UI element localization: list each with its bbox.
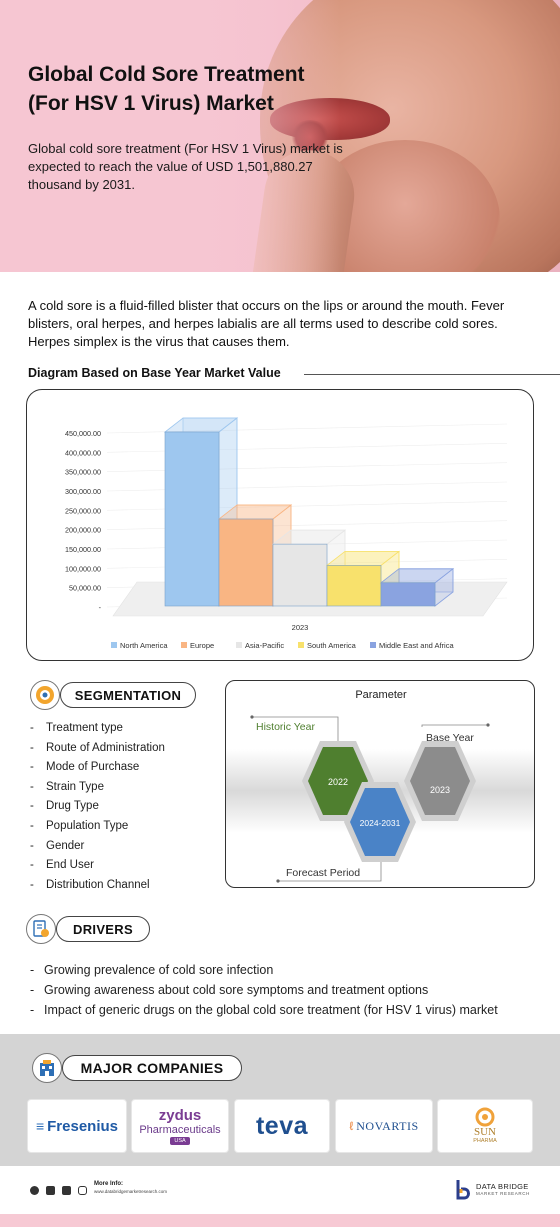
segmentation-item: - Strain Type <box>30 780 104 793</box>
fresenius-mark-icon: ≡ <box>35 1118 45 1134</box>
segmentation-item: - Population Type <box>30 819 129 832</box>
twitter-icon[interactable] <box>62 1186 71 1195</box>
hero-subtitle: Global cold sore treatment (For HSV 1 Vi… <box>28 141 343 192</box>
segmentation-item: - Distribution Channel <box>30 878 150 891</box>
gridline <box>106 423 508 434</box>
fresenius-logo: ≡ Fresenius <box>27 1099 127 1153</box>
website-link[interactable]: www.databridgemarketresearch.com <box>94 1189 168 1194</box>
y-tick-label: 300,000.00 <box>65 487 101 496</box>
brand-tagline: MARKET RESEARCH <box>476 1191 530 1196</box>
historic-value: 2022 <box>328 777 348 787</box>
instagram-icon[interactable] <box>78 1186 87 1195</box>
segmentation-label: SEGMENTATION <box>60 682 196 708</box>
segmentation-item: - Gender <box>30 839 85 852</box>
parameter-panel: Parameter Historic Year 2022 Base Year 2… <box>225 680 535 888</box>
whatsapp-icon[interactable] <box>30 1186 39 1195</box>
legend-label: Europe <box>190 641 214 650</box>
segmentation-item: - Mode of Purchase <box>30 761 140 774</box>
y-tick-label: 400,000.00 <box>65 448 101 457</box>
y-tick-label: 200,000.00 <box>65 526 101 535</box>
novartis-logo: ℓ NOVARTIS <box>335 1099 433 1153</box>
driver-item: - Growing awareness about cold sore sympt… <box>30 983 429 997</box>
segmentation-list: - Treatment type - Route of Administration -… <box>30 719 165 895</box>
data-bridge-logo-icon <box>455 1178 473 1200</box>
intro-paragraph: A cold sore is a fluid-filled blister th… <box>28 298 505 349</box>
novartis-flame-icon: ℓ <box>349 1119 354 1133</box>
drivers-icon <box>26 914 56 944</box>
legend-label: Asia-Pacific <box>245 641 284 650</box>
y-tick-label: 250,000.00 <box>65 506 101 515</box>
legend-swatch <box>181 642 187 648</box>
sun-icon <box>475 1107 495 1127</box>
y-tick-label: 100,000.00 <box>65 564 101 573</box>
driver-item: - Impact of generic drugs on the global c… <box>30 1003 498 1017</box>
legend-swatch <box>370 642 376 648</box>
bar-europe <box>218 518 274 607</box>
footer-accent-bar <box>0 1214 560 1227</box>
y-tick-label: - <box>99 603 102 612</box>
base-label: Base Year <box>426 732 474 744</box>
market-value-chart: 450,000.00 400,000.00 350,000.00 300,000.00… <box>26 389 534 661</box>
y-tick-label: 150,000.00 <box>65 545 101 554</box>
historic-label: Historic Year <box>256 721 315 733</box>
bar-middle-east-and-africa <box>380 582 436 607</box>
bar-south-america <box>326 565 382 607</box>
legend-swatch <box>236 642 242 648</box>
drivers-list: - Growing prevalence of cold sore infecti… <box>30 960 498 1020</box>
drivers-label: DRIVERS <box>56 916 150 942</box>
companies-label: MAJOR COMPANIES <box>62 1055 242 1081</box>
segmentation-item: - Route of Administration <box>30 741 165 754</box>
companies-icon <box>32 1053 62 1083</box>
segmentation-item: - Treatment type <box>30 722 123 734</box>
zydus-logo: zydus Pharmaceuticals USA <box>131 1099 229 1153</box>
y-tick-label: 450,000.00 <box>65 429 101 438</box>
base-value: 2023 <box>430 785 450 795</box>
brand-name: DATA BRIDGE <box>476 1182 529 1191</box>
sun-pharma-logo: SUN PHARMA <box>437 1099 533 1153</box>
bar-asia-pacific <box>272 543 328 607</box>
forecast-label: Forecast Period <box>286 867 360 879</box>
facebook-icon[interactable] <box>46 1186 55 1195</box>
segmentation-item: - Drug Type <box>30 800 99 813</box>
legend-swatch <box>111 642 117 648</box>
chart-svg: 450,000.00 400,000.00 350,000.00 300,000.00… <box>65 417 508 650</box>
forecast-value: 2024-2031 <box>360 818 401 828</box>
heading-divider <box>304 374 560 375</box>
y-tick-label: 350,000.00 <box>65 468 101 477</box>
segmentation-icon <box>30 680 60 710</box>
teva-logo: teva <box>234 1099 330 1153</box>
legend-label: South America <box>307 641 357 650</box>
more-info-label: More Info: <box>94 1181 123 1187</box>
legend-swatch <box>298 642 304 648</box>
legend-label: North America <box>120 641 168 650</box>
y-tick-label: 50,000.00 <box>69 584 101 593</box>
x-tick-label: 2023 <box>292 623 309 632</box>
hero-banner: Global Cold Sore Treatment (For HSV 1 Vi… <box>0 0 560 272</box>
segmentation-item: - End User <box>30 859 94 872</box>
chart-heading: Diagram Based on Base Year Market Value <box>28 366 281 380</box>
parameter-title: Parameter <box>355 689 407 701</box>
bar-north-america <box>164 431 220 607</box>
legend-label: Middle East and Africa <box>379 641 454 650</box>
driver-item: - Growing prevalence of cold sore infecti… <box>30 963 274 977</box>
hero-title: Global Cold Sore Treatment (For HSV 1 Vi… <box>28 63 305 115</box>
